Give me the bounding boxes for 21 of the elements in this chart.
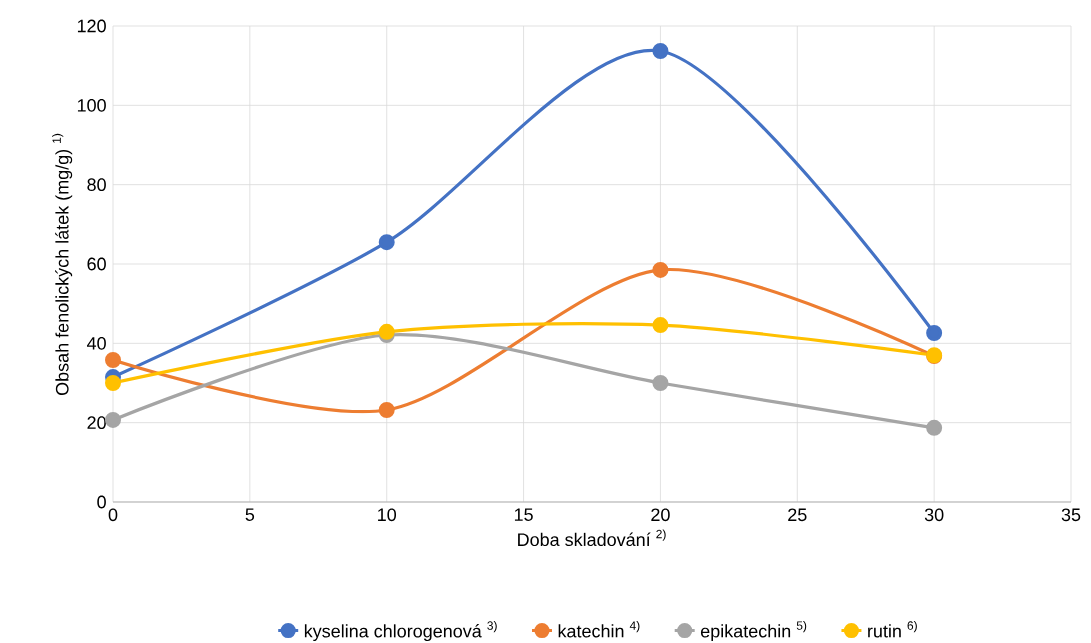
y-tick-label: 0 bbox=[97, 495, 106, 509]
y-tick-label: 40 bbox=[86, 336, 106, 350]
x-tick-label: 0 bbox=[108, 508, 118, 522]
x-tick-label: 15 bbox=[514, 508, 533, 521]
y-tick-label: 100 bbox=[77, 98, 106, 112]
legend-label: katechin $^{4)}$ bbox=[558, 620, 640, 638]
legend-label: rutin $^{6)}$ bbox=[868, 620, 917, 638]
y-tick-label: 120 bbox=[77, 19, 106, 33]
y-tick-label: 20 bbox=[87, 416, 106, 430]
legend-label: epikatechin $^{5)}$ bbox=[700, 620, 807, 642]
x-tick-label: 30 bbox=[924, 508, 944, 522]
legend-label: kyselina chlorogenová $^{3)}$ bbox=[304, 620, 497, 642]
x-tick-label: 20 bbox=[651, 508, 670, 522]
x-axis-title: Doba skladování $^{2)}$ bbox=[518, 529, 666, 547]
y-tick-label: 60 bbox=[87, 257, 106, 271]
x-tick-label: 35 bbox=[1061, 508, 1081, 522]
x-tick-label: 10 bbox=[378, 508, 397, 522]
x-tick-label: 25 bbox=[788, 508, 807, 522]
y-tick-label: 80 bbox=[87, 178, 106, 192]
y-axis-title: Obsah fenolických látek (mg/g) $^{1)}$ bbox=[52, 133, 73, 396]
x-tick-label: 5 bbox=[245, 508, 255, 521]
